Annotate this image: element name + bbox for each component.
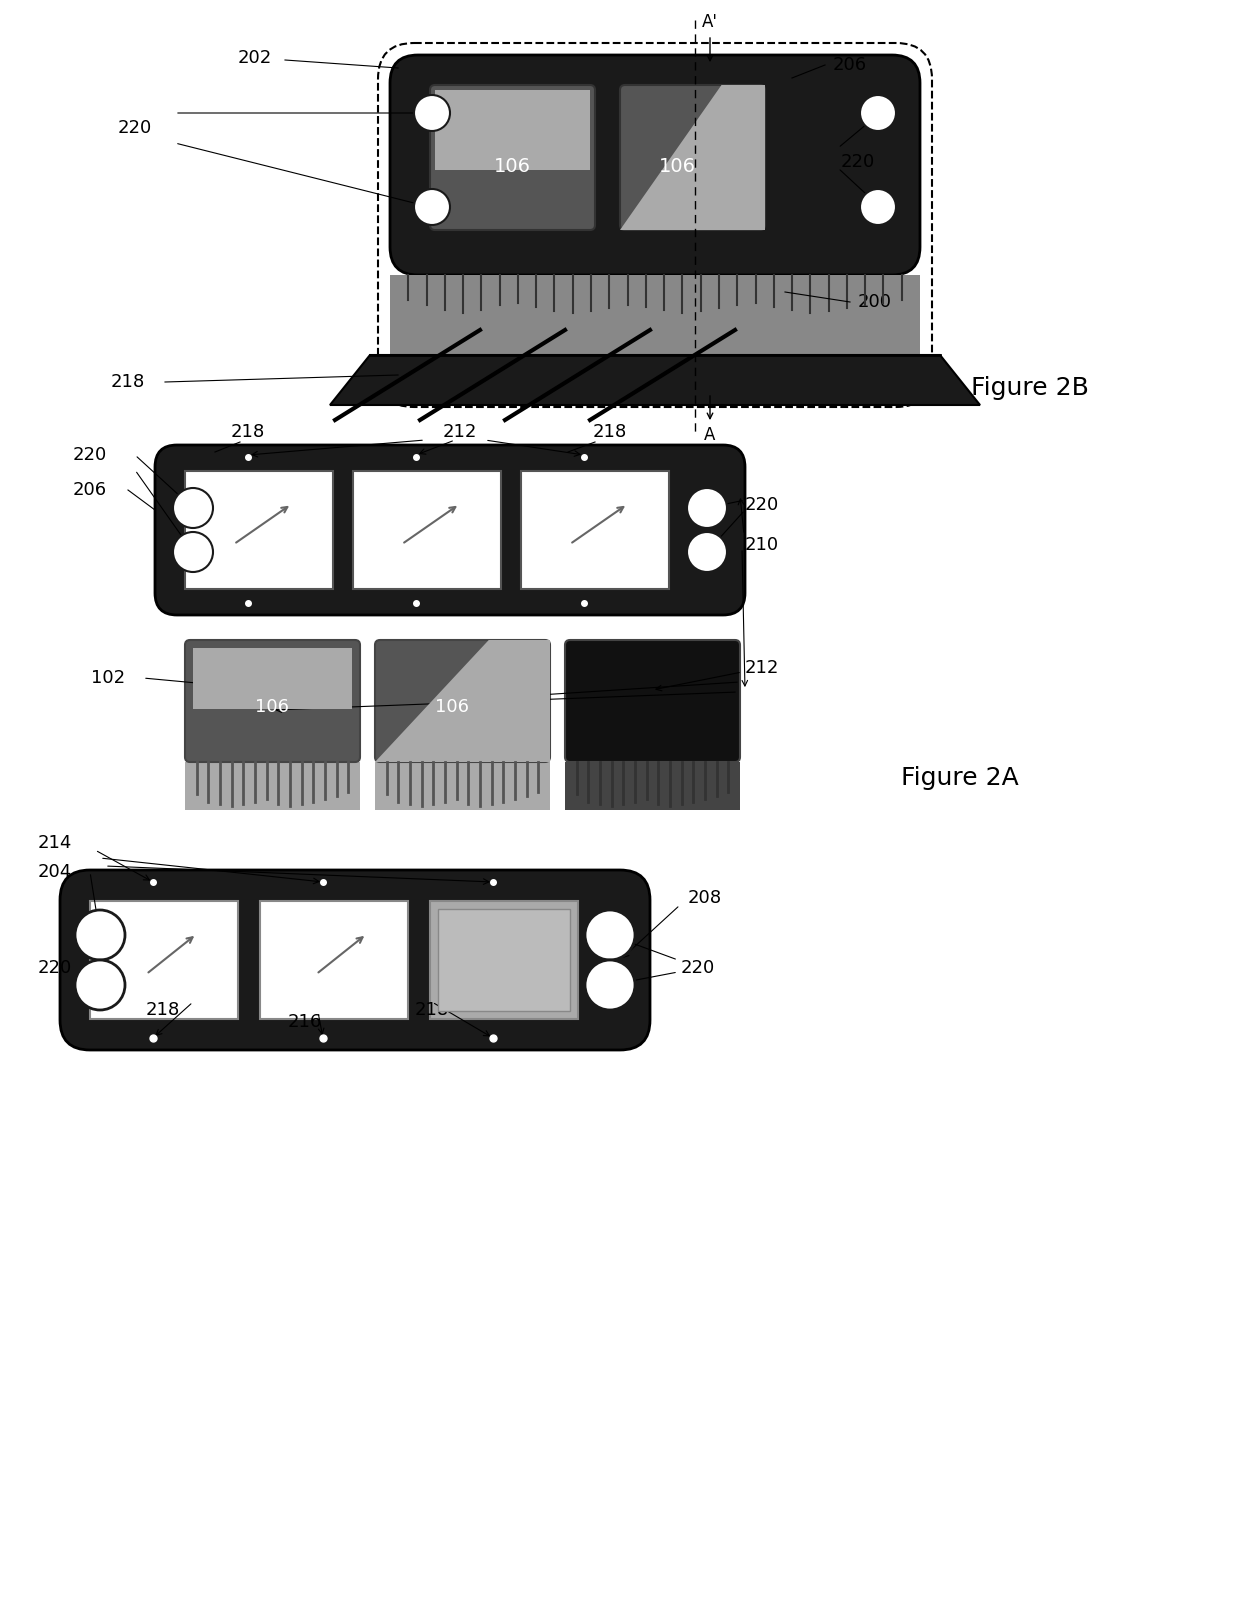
Circle shape <box>687 532 727 572</box>
FancyBboxPatch shape <box>155 444 745 615</box>
Text: 214: 214 <box>37 834 72 852</box>
FancyBboxPatch shape <box>374 641 551 762</box>
Text: 220: 220 <box>841 153 875 171</box>
Circle shape <box>585 909 635 960</box>
Bar <box>374 762 551 810</box>
Circle shape <box>74 960 125 1010</box>
FancyBboxPatch shape <box>91 901 238 1020</box>
FancyBboxPatch shape <box>430 85 595 230</box>
Text: 106: 106 <box>658 158 696 176</box>
FancyBboxPatch shape <box>521 471 670 590</box>
FancyBboxPatch shape <box>60 869 650 1050</box>
FancyBboxPatch shape <box>435 89 590 169</box>
Text: 218: 218 <box>110 372 145 392</box>
Text: 208: 208 <box>688 888 722 908</box>
Text: 200: 200 <box>858 292 892 312</box>
Text: 218: 218 <box>593 423 627 441</box>
Circle shape <box>174 487 213 527</box>
Text: 218: 218 <box>415 1000 449 1020</box>
FancyBboxPatch shape <box>353 471 501 590</box>
Text: 210: 210 <box>745 535 779 555</box>
FancyBboxPatch shape <box>260 901 408 1020</box>
Text: 206: 206 <box>833 56 867 74</box>
Circle shape <box>861 94 897 131</box>
FancyBboxPatch shape <box>620 85 765 230</box>
Circle shape <box>687 487 727 527</box>
Circle shape <box>74 909 125 960</box>
Text: 220: 220 <box>73 446 107 463</box>
Bar <box>185 762 360 810</box>
Text: 220: 220 <box>118 118 153 137</box>
Text: 106: 106 <box>435 698 469 716</box>
FancyBboxPatch shape <box>185 471 334 590</box>
FancyBboxPatch shape <box>438 909 570 1012</box>
Circle shape <box>861 189 897 225</box>
Text: A: A <box>704 427 715 444</box>
FancyBboxPatch shape <box>185 641 360 762</box>
Text: Figure 2A: Figure 2A <box>901 765 1019 789</box>
FancyBboxPatch shape <box>430 901 578 1020</box>
Text: Figure 2B: Figure 2B <box>971 376 1089 400</box>
Text: 218: 218 <box>146 1000 180 1020</box>
Bar <box>391 275 920 355</box>
Text: 106: 106 <box>255 698 289 716</box>
Text: 220: 220 <box>681 959 715 976</box>
Text: 212: 212 <box>745 658 779 678</box>
Text: 216: 216 <box>288 1013 322 1031</box>
Text: 206: 206 <box>73 481 107 499</box>
Text: 218: 218 <box>231 423 265 441</box>
Polygon shape <box>374 641 551 762</box>
Bar <box>565 762 740 810</box>
Text: 220: 220 <box>38 959 72 976</box>
Text: 102: 102 <box>91 670 125 687</box>
Text: A': A' <box>702 13 718 30</box>
Text: 212: 212 <box>443 423 477 441</box>
FancyBboxPatch shape <box>565 641 740 762</box>
FancyBboxPatch shape <box>193 649 352 710</box>
FancyBboxPatch shape <box>391 54 920 275</box>
Polygon shape <box>620 85 765 230</box>
Circle shape <box>414 94 450 131</box>
Circle shape <box>174 532 213 572</box>
Text: 202: 202 <box>238 50 272 67</box>
Circle shape <box>585 960 635 1010</box>
Text: 106: 106 <box>494 158 531 176</box>
Text: 220: 220 <box>745 495 779 515</box>
Polygon shape <box>330 355 980 404</box>
Circle shape <box>414 189 450 225</box>
Text: 204: 204 <box>38 863 72 880</box>
